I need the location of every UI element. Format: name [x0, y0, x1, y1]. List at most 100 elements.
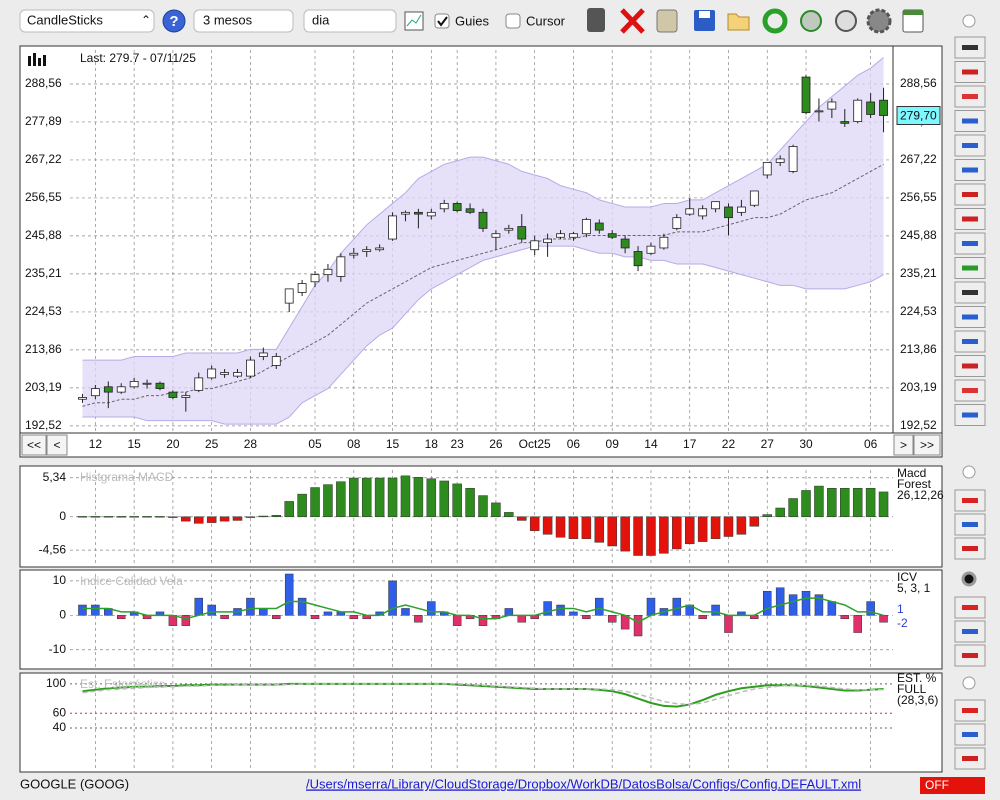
candle-body	[375, 247, 385, 251]
interval-select[interactable]	[303, 9, 397, 33]
bar	[684, 516, 695, 545]
bar	[517, 516, 527, 521]
bar	[116, 615, 126, 620]
bar	[595, 597, 604, 616]
radio[interactable]	[962, 14, 976, 28]
state-button[interactable]	[920, 777, 985, 794]
candle-body	[607, 233, 617, 238]
help-button[interactable]	[162, 9, 186, 33]
nav-button[interactable]	[21, 434, 47, 456]
euro-icon[interactable]	[835, 10, 857, 32]
sync-icon[interactable]	[800, 10, 822, 32]
y-tick-label: 10	[53, 573, 67, 587]
candle-body	[530, 240, 540, 251]
bar	[517, 615, 527, 623]
last-price: Last: 279.7 - 07/11/25	[80, 51, 196, 65]
tool-glyph	[962, 290, 978, 295]
x-tick-label: 26	[489, 437, 503, 451]
symbol: GOOGLE (GOOG)	[20, 776, 129, 791]
candle-body	[207, 368, 217, 379]
y-tick-label-right: 235,21	[900, 266, 937, 280]
nav-label: >>	[920, 438, 934, 452]
price-label: 279,70	[900, 109, 937, 123]
icon-bar	[33, 53, 36, 66]
bar	[452, 615, 462, 626]
y-tick-label-right: 245,88	[900, 228, 937, 242]
candle-body	[633, 251, 643, 267]
radio[interactable]	[961, 571, 977, 587]
candle-body	[362, 249, 372, 252]
bar	[245, 516, 256, 518]
y-tick-label: 288,56	[25, 76, 62, 90]
legend-text: 1	[897, 602, 904, 616]
bar	[866, 601, 875, 616]
bar	[206, 516, 217, 523]
chart-type-select[interactable]	[19, 9, 155, 33]
y-tick-label: 60	[53, 705, 67, 719]
radio[interactable]	[962, 465, 976, 479]
y-tick-label-right: 256,55	[900, 190, 937, 204]
tool-glyph	[962, 756, 978, 761]
bar	[724, 615, 733, 633]
candle-body	[685, 208, 695, 215]
bar	[142, 516, 152, 518]
tool-glyph	[962, 45, 978, 50]
config-path[interactable]: /Users/mserra/Library/CloudStorage/Dropb…	[306, 776, 861, 791]
tool-glyph	[962, 708, 978, 713]
icon-bar	[43, 55, 46, 66]
nav-button[interactable]	[893, 434, 914, 456]
delete-icon[interactable]	[620, 8, 645, 34]
settings-icon[interactable]	[866, 8, 892, 34]
bar	[388, 580, 397, 616]
bar	[763, 590, 772, 616]
bar	[594, 516, 605, 543]
y-tick-label: 0	[59, 608, 66, 622]
candle-body	[103, 386, 113, 393]
candle-body	[194, 377, 204, 391]
bar	[646, 597, 656, 616]
bar	[504, 512, 514, 518]
tool-glyph	[962, 69, 978, 75]
y-tick-label: 192,52	[25, 418, 62, 432]
cursor-checkbox[interactable]	[505, 13, 521, 29]
tool-glyph	[962, 167, 978, 173]
panel-title: Indice Calidad Vela	[80, 574, 183, 588]
candle-body	[814, 110, 824, 113]
guides-label: Guies	[455, 13, 489, 28]
bar	[801, 490, 811, 518]
tool-glyph	[962, 265, 978, 271]
bar	[568, 516, 579, 539]
open-icon[interactable]	[727, 13, 750, 31]
bar	[556, 604, 565, 616]
guides-checkbox[interactable]	[434, 13, 450, 29]
bar	[633, 615, 643, 637]
bar	[310, 615, 320, 620]
bar	[465, 488, 475, 518]
radio[interactable]	[962, 676, 976, 690]
chart-icon-line	[406, 14, 422, 27]
bar	[246, 597, 255, 616]
refresh-icon[interactable]	[762, 8, 788, 34]
band-area	[82, 57, 884, 425]
db-icon[interactable]	[656, 9, 678, 33]
interval: dia	[312, 12, 330, 27]
x-tick-label: 22	[722, 437, 736, 451]
candle-body	[349, 252, 359, 256]
bar	[401, 608, 410, 616]
bar	[672, 516, 682, 550]
bar	[155, 516, 165, 518]
nav-label: <	[53, 438, 60, 452]
calendar-icon-top	[903, 10, 923, 15]
tool-glyph	[962, 546, 978, 551]
candle-body	[271, 356, 281, 366]
bar	[427, 601, 436, 616]
legend-text: Macd	[897, 466, 926, 480]
period-select[interactable]	[193, 9, 294, 33]
panel-title: Est. Estocástico	[80, 677, 166, 691]
trash-icon[interactable]	[587, 8, 605, 32]
x-tick-label: 17	[683, 437, 697, 451]
nav-button[interactable]	[46, 434, 68, 456]
candle-body	[775, 158, 785, 163]
bar	[374, 477, 385, 518]
nav-button[interactable]	[913, 434, 941, 456]
